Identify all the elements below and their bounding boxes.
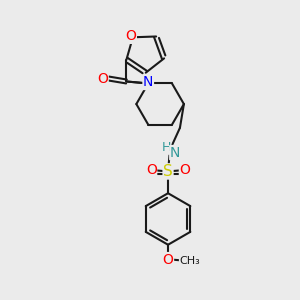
Text: CH₃: CH₃ [179, 256, 200, 266]
Text: O: O [179, 164, 190, 177]
Text: O: O [97, 71, 108, 85]
Text: N: N [170, 146, 180, 160]
Text: O: O [163, 253, 173, 267]
Text: O: O [146, 164, 157, 177]
Text: O: O [125, 29, 136, 43]
Text: N: N [143, 76, 153, 89]
Text: S: S [163, 164, 173, 179]
Text: H: H [161, 141, 171, 154]
